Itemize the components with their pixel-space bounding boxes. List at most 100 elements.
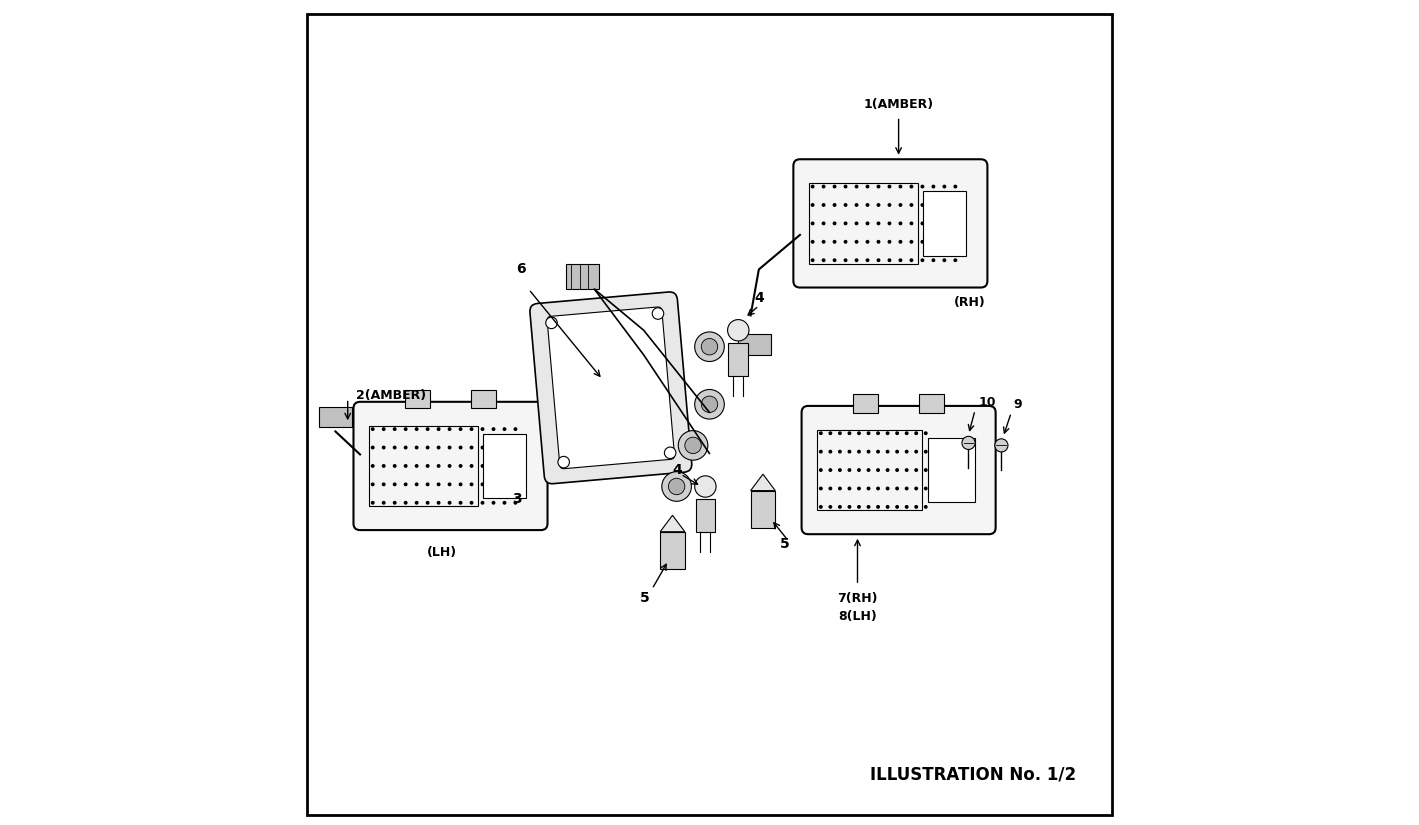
Circle shape <box>954 204 956 206</box>
Circle shape <box>839 469 841 471</box>
Circle shape <box>460 483 461 486</box>
Text: 9: 9 <box>1013 398 1022 412</box>
Circle shape <box>492 464 495 467</box>
Circle shape <box>383 483 385 486</box>
Text: 2(AMBER): 2(AMBER) <box>356 389 426 402</box>
Circle shape <box>944 186 945 188</box>
Text: 7(RH): 7(RH) <box>837 592 878 605</box>
Text: (LH): (LH) <box>427 546 457 559</box>
Circle shape <box>888 186 891 188</box>
FancyBboxPatch shape <box>353 402 548 530</box>
Circle shape <box>812 186 815 188</box>
Circle shape <box>888 222 891 224</box>
Circle shape <box>910 259 912 262</box>
Circle shape <box>866 186 868 188</box>
Circle shape <box>504 428 505 431</box>
Circle shape <box>416 446 417 449</box>
Circle shape <box>921 259 924 262</box>
Bar <box>319 407 352 427</box>
Circle shape <box>393 483 396 486</box>
Circle shape <box>915 432 918 435</box>
Circle shape <box>437 483 440 486</box>
Bar <box>809 183 918 264</box>
Circle shape <box>653 308 664 319</box>
Circle shape <box>372 464 375 467</box>
Circle shape <box>833 259 836 262</box>
Circle shape <box>820 450 822 453</box>
Circle shape <box>867 432 870 435</box>
Circle shape <box>812 222 815 224</box>
Circle shape <box>383 502 385 504</box>
Circle shape <box>877 241 880 243</box>
Circle shape <box>470 428 473 431</box>
Circle shape <box>820 469 822 471</box>
Circle shape <box>829 469 832 471</box>
Circle shape <box>812 259 815 262</box>
Circle shape <box>558 456 569 468</box>
Bar <box>817 430 922 511</box>
Circle shape <box>833 186 836 188</box>
Circle shape <box>668 478 685 495</box>
Circle shape <box>895 469 898 471</box>
Circle shape <box>514 483 517 486</box>
Circle shape <box>844 186 847 188</box>
Circle shape <box>416 428 417 431</box>
Circle shape <box>426 446 429 449</box>
Circle shape <box>867 469 870 471</box>
Circle shape <box>921 204 924 206</box>
Circle shape <box>849 432 850 435</box>
Circle shape <box>925 469 927 471</box>
Circle shape <box>857 469 860 471</box>
Circle shape <box>820 432 822 435</box>
Bar <box>482 434 526 498</box>
Circle shape <box>460 464 461 467</box>
Circle shape <box>877 186 880 188</box>
FancyBboxPatch shape <box>802 406 996 535</box>
Circle shape <box>695 389 724 419</box>
Circle shape <box>823 186 824 188</box>
Circle shape <box>954 222 956 224</box>
Circle shape <box>849 450 850 453</box>
Circle shape <box>857 432 860 435</box>
Text: 4: 4 <box>755 290 765 304</box>
Circle shape <box>701 396 718 412</box>
Circle shape <box>887 432 888 435</box>
Circle shape <box>820 488 822 490</box>
Circle shape <box>416 464 417 467</box>
Bar <box>695 499 715 532</box>
Bar <box>406 390 430 408</box>
Circle shape <box>514 464 517 467</box>
Circle shape <box>481 446 484 449</box>
Circle shape <box>664 447 675 459</box>
Circle shape <box>812 241 815 243</box>
Circle shape <box>921 222 924 224</box>
Circle shape <box>372 502 375 504</box>
Circle shape <box>887 506 888 508</box>
Bar <box>920 394 944 412</box>
Circle shape <box>856 259 857 262</box>
Bar <box>471 390 495 408</box>
Text: ILLUSTRATION No. 1/2: ILLUSTRATION No. 1/2 <box>870 766 1076 783</box>
Circle shape <box>944 222 945 224</box>
Bar <box>660 532 685 568</box>
Circle shape <box>910 186 912 188</box>
Circle shape <box>900 259 901 262</box>
Circle shape <box>372 483 375 486</box>
Circle shape <box>416 502 417 504</box>
Circle shape <box>448 428 451 431</box>
Circle shape <box>481 483 484 486</box>
Circle shape <box>460 502 461 504</box>
Circle shape <box>470 446 473 449</box>
Circle shape <box>915 488 918 490</box>
Circle shape <box>915 450 918 453</box>
Circle shape <box>460 446 461 449</box>
Bar <box>738 334 771 355</box>
Circle shape <box>546 317 558 328</box>
Circle shape <box>877 488 880 490</box>
Circle shape <box>905 432 908 435</box>
Text: 4: 4 <box>673 463 683 477</box>
Circle shape <box>839 506 841 508</box>
Bar <box>369 426 478 507</box>
Circle shape <box>915 469 918 471</box>
Circle shape <box>839 432 841 435</box>
